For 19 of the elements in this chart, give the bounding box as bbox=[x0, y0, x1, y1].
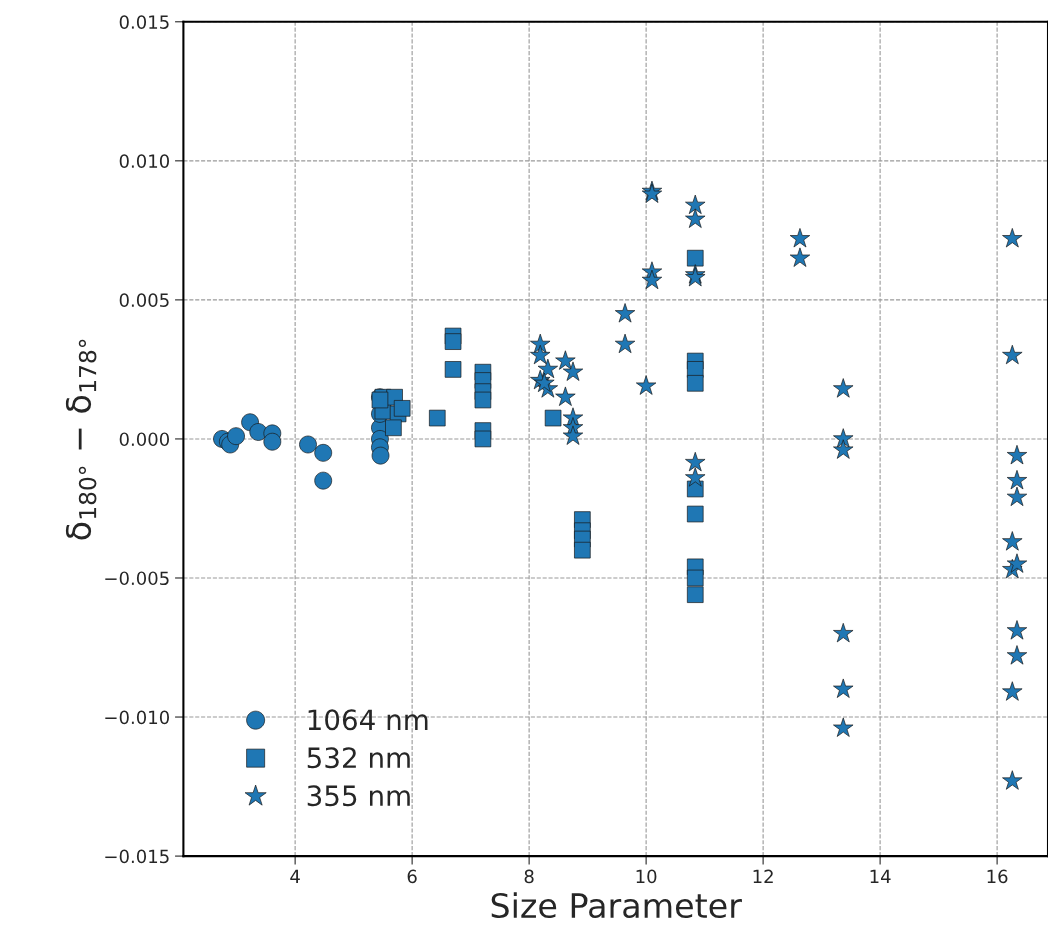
y-tick-label: 0.005 bbox=[119, 293, 169, 307]
x-tick-label: 10 bbox=[636, 869, 657, 884]
y-tick-label: −0.010 bbox=[105, 710, 170, 725]
y-tick-label: −0.005 bbox=[105, 571, 169, 586]
y-axis-title: δ$_{180°}$ − δ$_{178°}$ bbox=[65, 339, 97, 540]
legend-label: 1064 nm bbox=[308, 709, 428, 731]
x-axis-title: Size Parameter bbox=[491, 892, 742, 919]
x-tick-label: 6 bbox=[407, 869, 417, 884]
y-tick-label: −0.015 bbox=[105, 849, 169, 864]
legend-label: 355 nm bbox=[307, 785, 410, 807]
y-tick-label: 0.015 bbox=[119, 15, 169, 29]
x-tick-label: 8 bbox=[524, 869, 534, 884]
x-tick-label: 12 bbox=[753, 869, 773, 883]
legend-label: 532 nm bbox=[307, 747, 410, 769]
x-tick-label: 16 bbox=[987, 869, 1008, 884]
x-tick-label: 4 bbox=[290, 869, 300, 883]
y-tick-label: 0.000 bbox=[119, 432, 170, 447]
y-tick-label: 0.010 bbox=[119, 154, 170, 168]
x-tick-label: 14 bbox=[870, 869, 891, 883]
